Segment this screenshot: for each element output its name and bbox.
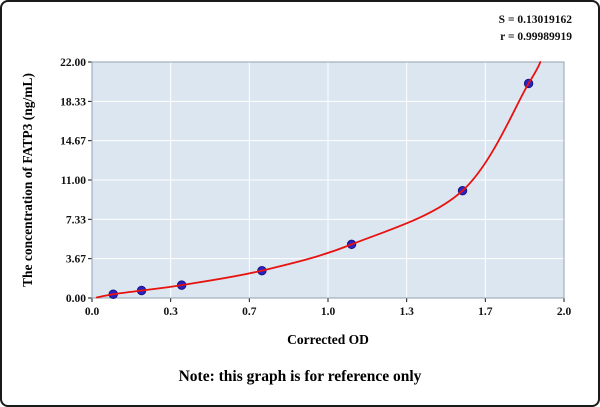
fitted-curve — [95, 61, 542, 299]
y-tick-label: 3.67 — [66, 254, 86, 266]
x-tick-label: 0.7 — [242, 306, 257, 318]
reference-note: Note: this graph is for reference only — [178, 368, 422, 385]
x-tick-label: 1.7 — [478, 306, 493, 318]
y-tick-label: 0.00 — [66, 293, 86, 305]
x-tick-label: 1.0 — [321, 306, 336, 318]
x-tick-label: 0.3 — [163, 306, 178, 318]
x-axis-title: Corrected OD — [287, 332, 369, 347]
r-value: r = 0.99989919 — [500, 30, 572, 43]
y-tick-label: 7.33 — [66, 214, 86, 226]
fit-statistics: S = 0.13019162 r = 0.99989919 — [499, 12, 572, 45]
y-tick-label: 11.00 — [61, 175, 86, 187]
y-axis-title: The concentration of FATP3 (ng/mL) — [20, 73, 35, 287]
x-tick-label: 1.3 — [399, 306, 414, 318]
y-tick-label: 14.67 — [60, 136, 86, 148]
y-tick-label: 18.33 — [60, 96, 86, 108]
y-tick-label: 22.00 — [60, 57, 86, 69]
x-tick-label: 0.0 — [85, 306, 100, 318]
s-value: S = 0.13019162 — [498, 14, 572, 26]
x-tick-label: 2.0 — [557, 306, 572, 318]
standard-curve-plot: 0.0 0.3 0.7 1.0 1.3 1.7 2.0 0.00 3.67 7.33 11.00 14… — [60, 57, 572, 318]
plot-frame — [91, 61, 565, 299]
